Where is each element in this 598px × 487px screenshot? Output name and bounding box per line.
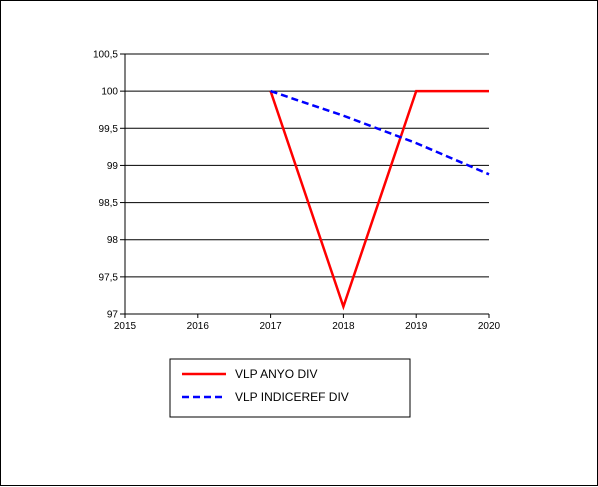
x-tick-label: 2019: [405, 321, 428, 332]
y-tick-label: 99,5: [99, 124, 119, 135]
y-tick-label: 98,5: [99, 198, 119, 209]
y-tick-label: 99: [107, 161, 119, 172]
x-tick-label: 2015: [114, 321, 137, 332]
series-line-2: [270, 89, 490, 176]
y-tick-label: 98: [107, 235, 119, 246]
y-tick-label: 100: [101, 87, 118, 98]
x-tick-label: 2020: [478, 321, 501, 332]
legend-label-2: VLP INDICEREF DIV: [235, 390, 349, 404]
y-tick-label: 100,5: [93, 50, 118, 61]
x-tick-label: 2018: [332, 321, 355, 332]
series-lines: [269, 89, 490, 311]
y-tick-label: 97: [107, 310, 119, 321]
grid-lines: [125, 53, 489, 315]
legend-box: [169, 358, 411, 418]
series-line-1: [269, 89, 489, 311]
x-tick-label: 2016: [187, 321, 210, 332]
x-axis-ticks: 2015 2016 2017 2018 2019 2020: [114, 314, 501, 332]
y-tick-label: 97,5: [99, 272, 119, 283]
legend: VLP ANYO DIV VLP INDICEREF DIV: [169, 358, 411, 418]
y-axis-ticks: 97 97,5 98 98,5 99 99,5 100 100,5: [93, 50, 125, 321]
legend-label-1: VLP ANYO DIV: [235, 367, 317, 381]
axes: [124, 54, 489, 315]
x-tick-label: 2017: [259, 321, 282, 332]
